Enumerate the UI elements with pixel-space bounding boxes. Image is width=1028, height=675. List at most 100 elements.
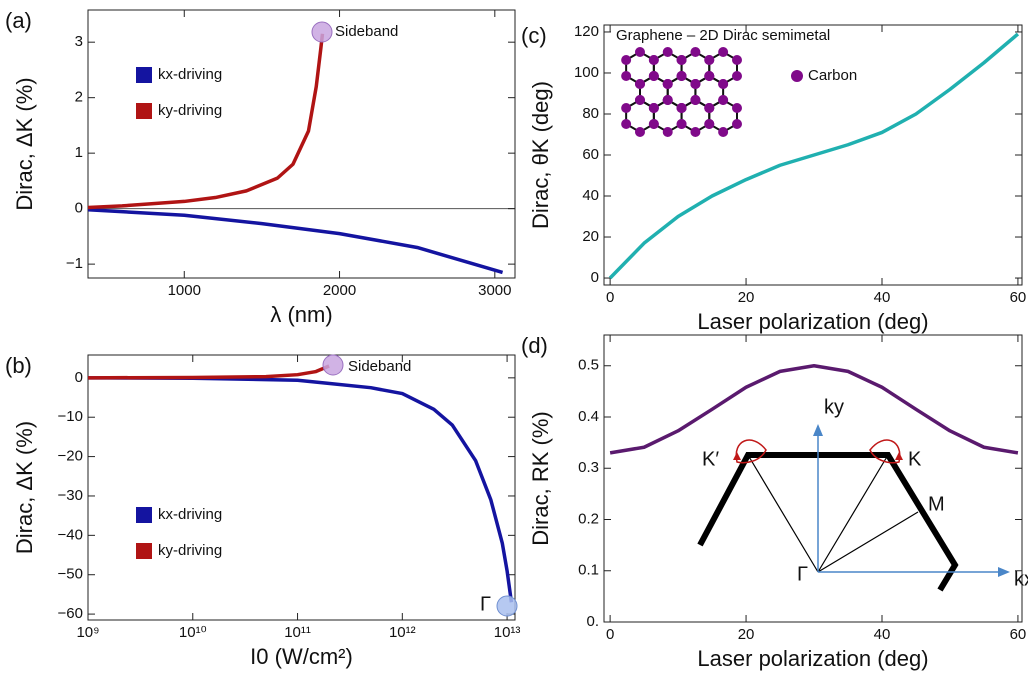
annotation: Γ — [480, 593, 491, 615]
highlight — [497, 596, 517, 616]
carbon-atom — [635, 79, 645, 89]
legend-swatch — [136, 103, 152, 119]
carbon-atom — [732, 71, 742, 81]
x-tick-label: 20 — [738, 626, 755, 643]
x-tick-label: 60 — [1010, 289, 1027, 306]
y-tick-label: 80 — [582, 105, 599, 122]
series-line — [88, 210, 503, 273]
x-tick-label: 60 — [1010, 626, 1027, 643]
carbon-atom — [704, 71, 714, 81]
x-tick-label: 10¹² — [389, 624, 416, 641]
legend-label: ky-driving — [158, 102, 222, 119]
y-tick-label: 60 — [582, 146, 599, 163]
carbon-atom — [649, 103, 659, 113]
carbon-atom — [635, 95, 645, 105]
annotation: Carbon — [808, 67, 857, 84]
carbon-atom — [690, 47, 700, 57]
gamma-m — [818, 512, 918, 572]
y-tick-label: 3 — [75, 33, 83, 50]
annotation: M — [928, 493, 945, 515]
x-tick-label: 3000 — [478, 282, 511, 299]
series-line — [610, 366, 1018, 453]
panel-label: (c) — [521, 23, 547, 48]
annotation: Graphene – 2D Dirac semimetal — [616, 27, 830, 44]
arrowhead — [895, 452, 903, 460]
y-tick-label: 0.3 — [578, 459, 599, 476]
annotation: ky — [824, 396, 844, 418]
x-tick-label: 0 — [606, 626, 614, 643]
carbon-atom — [732, 55, 742, 65]
carbon-atom — [663, 47, 673, 57]
carbon-atom — [718, 79, 728, 89]
x-tick-label: 10¹¹ — [284, 624, 311, 641]
y-tick-label: 0 — [75, 369, 83, 386]
x-tick-label: 10⁹ — [76, 624, 99, 641]
y-tick-label: 0.5 — [578, 357, 599, 374]
x-tick-label: 40 — [874, 626, 891, 643]
carbon-atom — [704, 119, 714, 129]
arrowhead — [998, 567, 1010, 577]
carbon-atom — [635, 47, 645, 57]
legend-swatch — [136, 507, 152, 523]
y-tick-label: 20 — [582, 228, 599, 245]
legend-label: kx-driving — [158, 66, 222, 83]
y-tick-label: 40 — [582, 187, 599, 204]
y-tick-label: 120 — [574, 23, 599, 40]
carbon-atom — [663, 127, 673, 137]
carbon-atom — [718, 127, 728, 137]
y-tick-label: 1 — [75, 144, 83, 161]
carbon-atom — [621, 55, 631, 65]
legend-label: kx-driving — [158, 506, 222, 523]
annotation: K′ — [702, 448, 719, 470]
plot-frame — [604, 335, 1022, 622]
x-axis-label: I0 (W/cm²) — [250, 644, 353, 669]
gamma-k — [818, 455, 888, 572]
carbon-atom — [621, 119, 631, 129]
carbon-atom — [649, 119, 659, 129]
carbon-atom — [649, 71, 659, 81]
carbon-atom — [635, 127, 645, 137]
panel-label: (a) — [5, 8, 32, 33]
y-tick-label: −60 — [58, 605, 83, 622]
y-tick-label: 0. — [586, 613, 599, 630]
y-axis-label: Dirac, ΔK (%) — [12, 421, 37, 554]
x-axis-label: Laser polarization (deg) — [697, 309, 928, 334]
brillouin-zone — [700, 424, 1010, 590]
carbon-atom — [690, 127, 700, 137]
panel-label: (b) — [5, 353, 32, 378]
carbon-atom — [663, 79, 673, 89]
y-tick-label: 100 — [574, 64, 599, 81]
x-tick-label: 0 — [606, 289, 614, 306]
carbon-atom — [690, 95, 700, 105]
y-tick-label: −30 — [58, 487, 83, 504]
y-axis-label: Dirac, RK (%) — [528, 411, 553, 545]
series-line — [88, 34, 322, 208]
annotation: Sideband — [335, 23, 398, 40]
x-tick-label: 10¹³ — [494, 624, 521, 641]
y-tick-label: 2 — [75, 89, 83, 106]
y-tick-label: 0 — [591, 269, 599, 286]
x-axis-label: Laser polarization (deg) — [697, 646, 928, 671]
y-tick-label: −40 — [58, 526, 83, 543]
figure: ky kx K′ K M Γ Graphene – 2D Dirac semim… — [0, 0, 1028, 675]
carbon-atom — [704, 55, 714, 65]
y-tick-label: 0.4 — [578, 408, 599, 425]
legend-swatch — [136, 67, 152, 83]
carbon-atom — [621, 71, 631, 81]
carbon-atom — [732, 103, 742, 113]
legend-swatch — [136, 543, 152, 559]
plot-frame — [88, 355, 515, 620]
y-tick-label: 0 — [75, 200, 83, 217]
carbon-atom — [621, 103, 631, 113]
x-tick-label: 40 — [874, 289, 891, 306]
y-tick-label: −20 — [58, 448, 83, 465]
zone-boundary — [700, 455, 955, 590]
annotation: K — [908, 448, 922, 470]
y-axis-label: Dirac, ΔK (%) — [12, 77, 37, 210]
carbon-atom — [718, 47, 728, 57]
x-axis-label: λ (nm) — [270, 302, 332, 327]
carbon-atom — [677, 103, 687, 113]
x-tick-label: 2000 — [323, 282, 356, 299]
carbon-atom — [732, 119, 742, 129]
legend-label: ky-driving — [158, 542, 222, 559]
